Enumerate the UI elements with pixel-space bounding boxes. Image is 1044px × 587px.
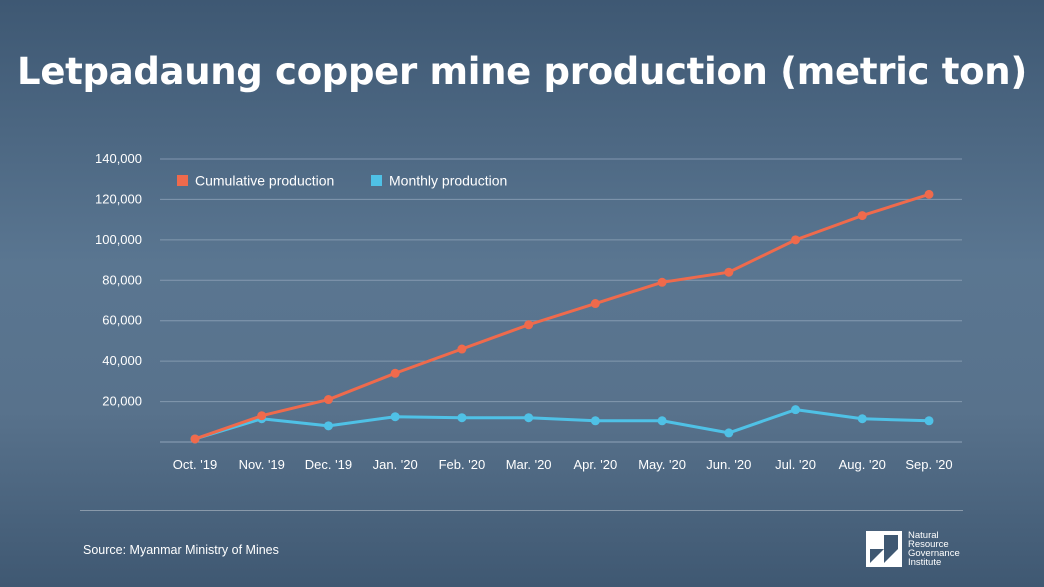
series-cumulative [190,189,934,444]
x-tick-label: Sep. '20 [905,457,952,472]
data-point [323,421,333,431]
x-tick-label: Feb. '20 [439,457,486,472]
x-tick-label: May. '20 [638,457,686,472]
footer-divider [80,510,963,511]
data-point [323,395,333,405]
y-tick-label: 120,000 [95,191,142,206]
y-axis-ticks: 20,000 40,000 60,000 80,000 100,000 120,000 14… [95,151,142,409]
x-axis-ticks: Oct. '19 Nov. '19 Dec. '19 Jan. '20 Feb. '20… [173,457,953,472]
x-tick-label: Nov. '19 [239,457,285,472]
data-point [457,344,467,354]
legend-item: Cumulative production [177,173,334,189]
data-point [590,416,600,426]
legend-swatch [371,175,382,186]
series-line [193,408,931,441]
logo-line: Governance [908,548,960,559]
data-point [390,412,400,422]
data-point [657,416,667,426]
y-tick-label: 80,000 [102,272,142,287]
data-point [924,416,934,426]
chart-title: Letpadaung copper mine production (metri… [17,50,1027,93]
data-point [857,211,867,221]
nrgi-logo: Natural Resource Governance Institute [866,529,960,569]
logo-line: Institute [908,557,942,568]
series [190,189,934,444]
legend-label: Monthly production [389,173,507,189]
data-point [590,299,600,309]
series-monthly [190,405,934,444]
data-point [457,413,467,423]
legend-swatch [177,175,188,186]
logo-line: Resource [908,539,949,550]
data-point [924,189,934,199]
x-tick-label: Mar. '20 [506,457,552,472]
gridlines [160,158,962,443]
y-tick-label: 20,000 [102,394,142,409]
data-point [257,411,267,421]
y-tick-label: 140,000 [95,151,142,166]
data-point [857,414,867,424]
legend-item: Monthly production [371,173,507,189]
data-point [524,413,534,423]
y-tick-label: 40,000 [102,353,142,368]
source-note: Source: Myanmar Ministry of Mines [83,543,279,557]
x-tick-label: Dec. '19 [305,457,352,472]
legend: Cumulative production Monthly production [177,173,507,189]
x-tick-label: Aug. '20 [839,457,886,472]
x-tick-label: Jun. '20 [706,457,751,472]
x-tick-label: Oct. '19 [173,457,217,472]
y-tick-label: 60,000 [102,313,142,328]
legend-label: Cumulative production [195,173,334,189]
x-tick-label: Apr. '20 [574,457,618,472]
x-tick-label: Jul. '20 [775,457,816,472]
data-point [791,405,801,415]
data-point [791,235,801,245]
data-point [190,434,200,444]
x-tick-label: Jan. '20 [373,457,418,472]
series-line [193,192,931,441]
data-point [657,277,667,287]
data-point [724,267,734,277]
data-point [390,368,400,378]
nrgi-logo-icon [866,531,902,567]
data-point [724,428,734,438]
logo-line: Natural [908,530,939,541]
data-point [524,320,534,330]
logo-text: Natural Resource Governance Institute [908,530,960,568]
y-tick-label: 100,000 [95,232,142,247]
